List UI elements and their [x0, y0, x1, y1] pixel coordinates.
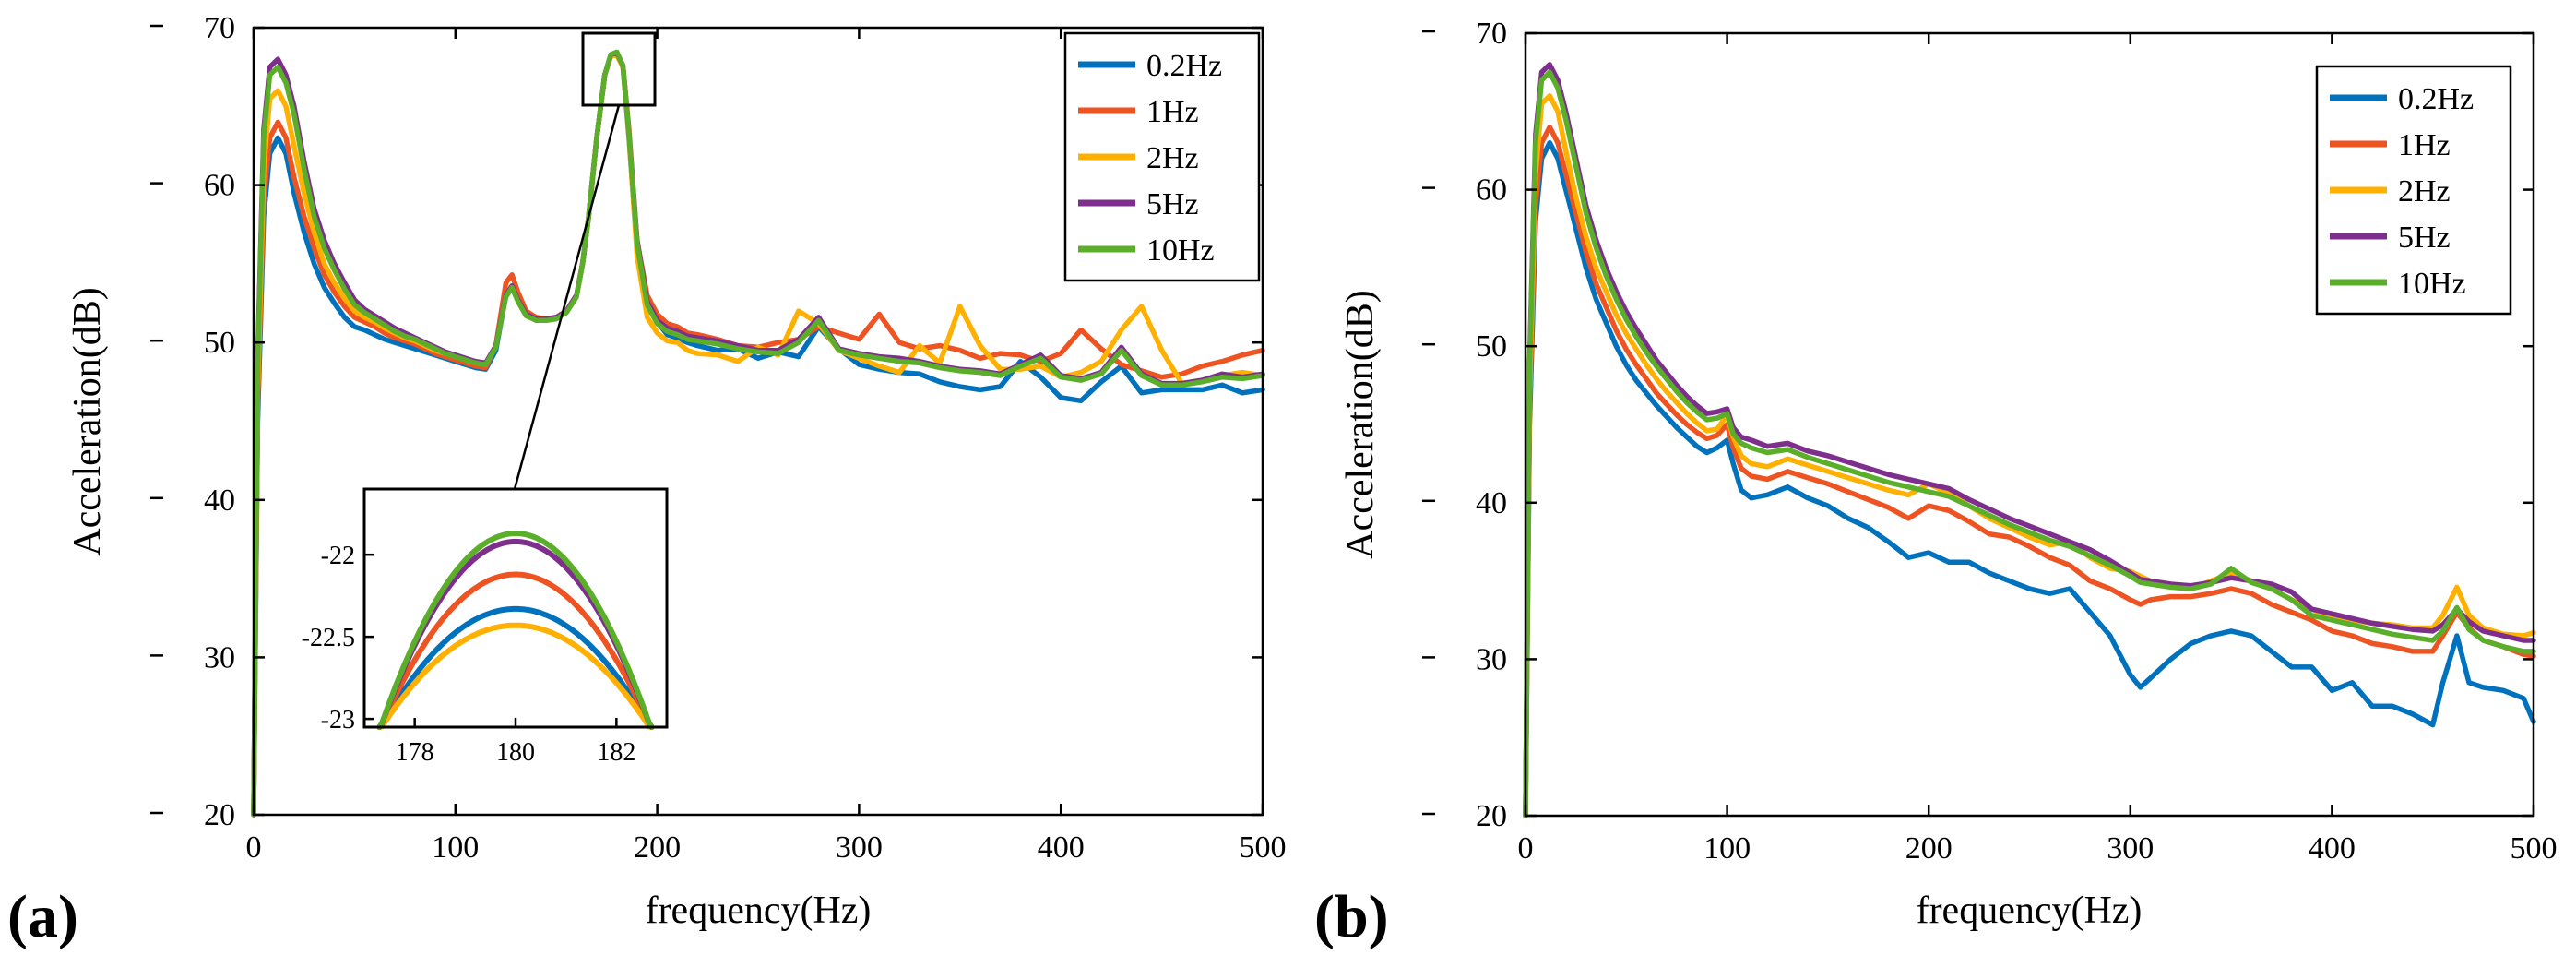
panel-a-x-tick-label: 0 [246, 830, 262, 865]
panel-a-inset-curve-2hz [376, 622, 655, 730]
panel-a-y-tick-label: 20 [204, 798, 235, 832]
panel-a-legend-label: 10Hz [1146, 233, 1215, 268]
panel-a-zoom-connector [513, 104, 621, 490]
panel-b-x-tick-label: 200 [1905, 831, 1953, 866]
panel-b-y-tick-label: 20 [1476, 799, 1507, 833]
panel-b-ylabel: Acceleration(dB) [1339, 290, 1382, 559]
panel-b-legend-label: 2Hz [2398, 174, 2451, 209]
panel-a-inset-lines [376, 530, 655, 730]
panel-a-legend: 0.2Hz 1Hz 2Hz 5Hz 10Hz [1063, 31, 1261, 282]
panel-b-xlabel: frequency(Hz) [1917, 889, 2143, 932]
panel-a-legend-label: 0.2Hz [1146, 49, 1222, 83]
panel-a-inset-x-tick-label: 182 [597, 738, 635, 767]
panel-a-x-tick-label: 100 [432, 830, 479, 865]
panel-a-inset-y-tick-label: -23 [321, 706, 355, 734]
panel-b-series-line-0-2hz [1523, 139, 2536, 818]
panel-a-inset-x-tick-label: 180 [496, 738, 535, 767]
panel-b-y-tick-label: 40 [1476, 486, 1507, 520]
panel-a-x-tick-label: 400 [1038, 830, 1085, 865]
panel-b-x-tick-label: 0 [1518, 831, 1534, 866]
panel-b-plot-frame [1524, 31, 2535, 818]
panel-a-inset-axes: 178 180 182 -22 -22.5 -23 [302, 542, 636, 767]
panel-b-legend-label: 10Hz [2398, 267, 2466, 301]
panel-a-legend-label: 1Hz [1146, 95, 1199, 129]
panel-b-y-tick-label: 70 [1476, 17, 1507, 51]
panel-a-x-tick-label: 200 [634, 830, 681, 865]
panel-b-y-tick-label: 50 [1476, 329, 1507, 364]
panel-b: 0 100 200 300 400 500 20 30 40 50 60 70 Acceleratio… [1314, 17, 2558, 950]
panel-b-x-tick-label: 100 [1703, 831, 1751, 866]
panel-b-x-tick-label: 500 [2511, 831, 2558, 866]
panel-a-x-tick-label: 300 [836, 830, 883, 865]
panel-b-series-line-10hz [1523, 69, 2536, 818]
panel-a-inset-x-tick-label: 178 [396, 738, 434, 767]
panel-a-y-tick-label: 30 [204, 640, 235, 675]
panel-a-x-tick-label: 500 [1240, 830, 1287, 865]
panel-a-plot-frame [252, 26, 1264, 817]
panel-b-y-tick-label: 30 [1476, 642, 1507, 676]
panel-a-y-tick-label: 40 [204, 484, 235, 518]
panel-b-legend-label: 1Hz [2398, 128, 2451, 162]
panel-a-y-tick-label: 50 [204, 326, 235, 360]
panel-b-x-tick-label: 300 [2107, 831, 2154, 866]
panel-a-inset-y-tick-label: -22.5 [302, 624, 355, 652]
panel-a-legend-label: 2Hz [1146, 141, 1199, 175]
panel-b-axes: 0 100 200 300 400 500 20 30 40 50 60 70 [1422, 17, 2558, 866]
panel-b-legend-label: 5Hz [2398, 221, 2451, 255]
panel-b-legend: 0.2Hz 1Hz 2Hz 5Hz 10Hz [2315, 65, 2512, 316]
panel-a-series-lines [251, 49, 1265, 818]
panel-a-inset-curve-10hz [376, 530, 655, 730]
panel-a-inset: 178 180 182 -22 -22.5 -23 [302, 487, 669, 767]
panel-a-inset-y-tick-label: -22 [321, 542, 355, 570]
panel-a-label: (a) [7, 883, 78, 950]
panel-a-ylabel: Acceleration(dB) [66, 287, 109, 556]
panel-b-y-tick-label: 60 [1476, 173, 1507, 208]
panel-a-series-line-10hz [251, 49, 1265, 818]
panel-a-y-tick-label: 70 [204, 11, 235, 45]
panel-a-inset-curve-0-2hz [376, 605, 655, 730]
panel-b-series-line-5hz [1523, 62, 2536, 818]
panel-a-xlabel: frequency(Hz) [646, 889, 872, 932]
panel-b-legend-label: 0.2Hz [2398, 82, 2474, 116]
panel-b-series-lines [1523, 62, 2536, 818]
panel-a-legend-label: 5Hz [1146, 187, 1199, 221]
panel-a-y-tick-label: 60 [204, 169, 235, 203]
panel-a-inset-curve-1hz [376, 571, 655, 730]
panel-a-axes: 0 100 200 300 400 500 20 30 40 50 60 70 [150, 11, 1287, 865]
panel-b-series-line-1hz [1523, 125, 2536, 818]
panel-b-label: (b) [1314, 883, 1389, 950]
panel-b-x-tick-label: 400 [2309, 831, 2356, 866]
panel-a: 0 100 200 300 400 500 20 30 40 50 60 70 Acceleratio… [7, 11, 1287, 950]
